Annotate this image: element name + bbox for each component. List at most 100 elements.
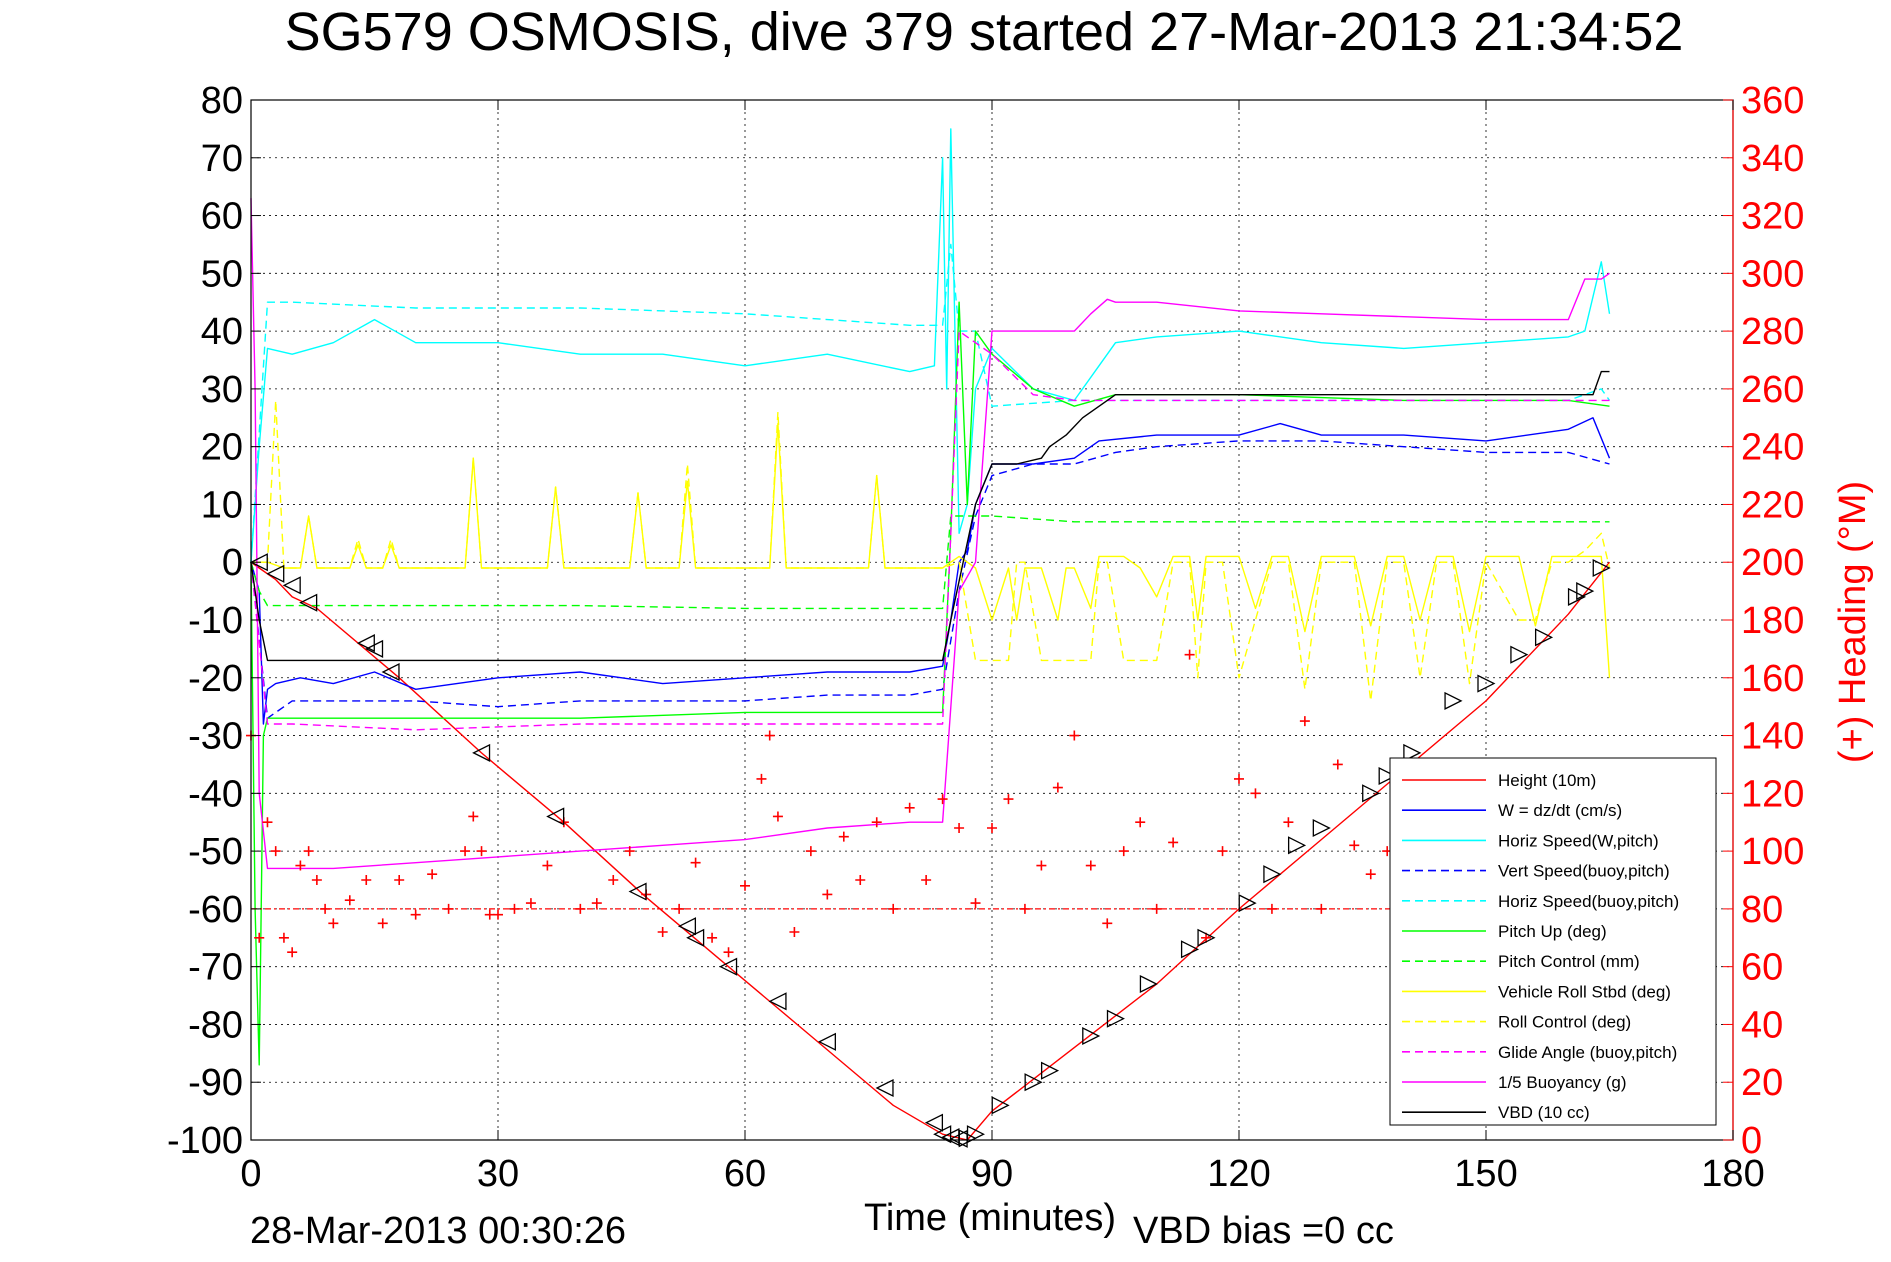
depth-marker [1403,743,1422,762]
legend-label-3: Vert Speed(buoy,pitch) [1498,862,1670,881]
heading-point [1085,860,1096,871]
heading-point [871,817,882,828]
series-line-7 [251,422,1611,678]
y-tick-label: 40 [201,311,243,353]
heading-point [822,889,833,900]
y-tick-label: 10 [201,484,243,526]
depth-marker [1576,582,1595,601]
heading-point [954,823,965,833]
heading-point [1250,788,1261,799]
depth-marker [1592,558,1611,578]
heading-point [772,811,783,822]
heading-point [1036,860,1047,871]
y-right-tick-label: 360 [1741,80,1804,122]
depth-marker [628,882,647,901]
y-right-tick-label: 40 [1741,1004,1783,1046]
series-line-6 [250,515,1610,610]
x-tick-label: 60 [724,1153,766,1195]
heading-point [756,773,767,784]
x-tick-label: 150 [1454,1153,1517,1195]
depth-marker [1444,691,1463,710]
heading-point [575,903,586,914]
heading-point [789,927,800,937]
y-right-tick-label: 340 [1741,138,1804,180]
legend-label-4: Horiz Speed(buoy,pitch) [1498,892,1679,911]
depth-marker [1106,1009,1125,1028]
heading-point [278,932,289,943]
chart-title: SG579 OSMOSIS, dive 379 started 27-Mar-2… [285,2,1684,62]
heading-point [591,898,602,909]
heading-point [1365,869,1376,880]
y-right-tick-label: 0 [1741,1120,1762,1162]
y-tick-label: -10 [188,600,243,642]
series-layer [250,128,1611,1141]
series-line-4 [250,243,1611,563]
series-line-9 [250,330,1610,731]
y-tick-label: 50 [201,253,243,295]
depth-marker [686,928,705,947]
heading-point [707,932,718,943]
heading-point [509,903,520,914]
vbd-bias-label: VBD bias =0 cc [1133,1210,1394,1252]
legend-box [1389,757,1717,1126]
y-tick-label: -40 [188,773,243,815]
heading-point [443,903,454,914]
heading-point [254,932,265,943]
heading-point [764,730,775,741]
legend: Height (10m) W = dz/dt (cm/s) Horiz Speed(… [1389,757,1717,1126]
heading-point [1168,837,1179,848]
heading-point [476,846,487,857]
heading-point [1349,840,1360,851]
heading-point [377,918,388,929]
heading-point [1299,716,1310,727]
y-right-tick-label: 220 [1741,484,1804,526]
depth-marker [1477,674,1496,693]
footer-datetime: 28-Mar-2013 00:30:26 [250,1210,626,1252]
depth-marker [991,1096,1010,1115]
depth-markers-layer [249,553,1611,1148]
heading-point [1069,730,1080,741]
depth-marker [356,634,375,653]
y-right-tick-label: 140 [1741,716,1804,758]
legend-label-1: W = dz/dt (cm/s) [1498,801,1622,820]
depth-marker [1287,836,1307,855]
heading-point [805,846,816,857]
heading-point [1184,649,1195,660]
depth-marker [719,957,738,976]
y-tick-label: 60 [201,196,243,238]
heading-point [1019,903,1030,914]
heading-point [1151,903,1162,914]
heading-point [1283,817,1294,828]
heading-point [855,875,866,885]
y-tick-label: -100 [167,1120,243,1162]
heading-point [888,903,899,914]
depth-marker [1139,974,1158,994]
heading-point [427,869,438,880]
x-tick-label: 0 [240,1153,261,1195]
depth-marker [1024,1073,1043,1092]
y-tick-label: -20 [188,658,243,700]
legend-label-7: Vehicle Roll Stbd (deg) [1498,982,1671,1001]
y-tick-label: 80 [201,80,243,122]
y-tick-label: 70 [201,138,243,180]
series-line-2 [250,128,1611,563]
y-tick-label: -80 [188,1004,243,1046]
x-tick-label: 30 [477,1153,519,1195]
y-right-tick-label: 260 [1741,369,1804,411]
x-tick-label: 180 [1701,1153,1764,1195]
depth-marker [1378,766,1397,786]
depth-marker [1510,645,1529,664]
legend-label-2: Horiz Speed(W,pitch) [1498,831,1659,850]
heading-point [1003,794,1014,805]
heading-point [1266,903,1277,914]
heading-point [303,846,314,857]
legend-label-6: Pitch Control (mm) [1498,952,1640,971]
depth-marker [249,553,268,572]
x-axis-label: Time (minutes) [864,1197,1116,1239]
heading-point [1135,817,1146,828]
y-right-tick-label: 60 [1741,947,1783,989]
heading-point [608,875,619,885]
heading-point [1118,846,1129,857]
heading-point [838,831,849,842]
y-right-tick-label: 200 [1741,542,1804,584]
